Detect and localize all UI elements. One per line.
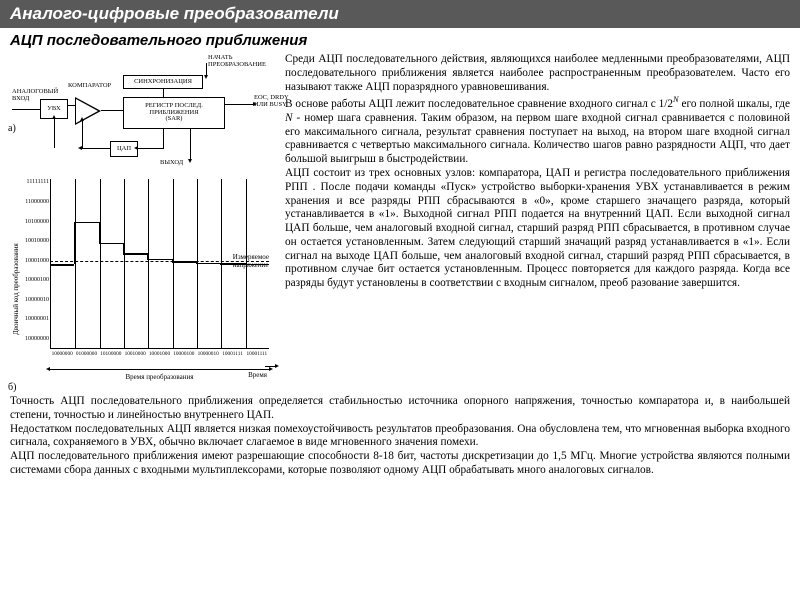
y-tick: 11000000 <box>25 199 49 205</box>
x-tick: 10000010 <box>198 351 219 357</box>
x-tick: 01000000 <box>76 351 97 357</box>
wire <box>190 129 191 159</box>
x-tick: 10001000 <box>149 351 170 357</box>
y-tick: 10000000 <box>25 336 49 342</box>
wire <box>163 129 164 149</box>
page-banner: Аналого-цифровые преобразователи <box>0 0 800 28</box>
x-tick: 10100000 <box>100 351 121 357</box>
x-tick: 10001111 <box>247 351 268 357</box>
paragraph-1: Среди АЦП последовательного действия, яв… <box>285 53 790 94</box>
y-tick: 10010000 <box>25 238 49 244</box>
y-axis-label: Двоичный код преобразования <box>12 215 20 335</box>
x-tick: 10010000 <box>125 351 146 357</box>
y-tick: 10100000 <box>25 219 49 225</box>
sync-box: СИНХРОНИЗАЦИЯ <box>123 75 203 89</box>
figure-column: а) АНАЛОГОВЫЙ ВХОД УВХ КОМПАРАТОР СИНХРО… <box>10 53 275 395</box>
measured-label: Измеряемое напряжение <box>233 253 269 269</box>
sar-box: РЕГИСТР ПОСЛЕД. ПРИБЛИЖЕНИЯ (SAR) <box>123 97 225 129</box>
page-subtitle: АЦП последовательного приближения <box>0 28 800 51</box>
output-label: ВЫХОД <box>160 160 183 167</box>
time-span-arrow <box>50 369 269 370</box>
wire <box>82 121 83 125</box>
time-span-label: Время преобразования <box>50 373 269 381</box>
comparator-label: КОМПАРАТОР <box>68 83 111 90</box>
bottom-text: Точность АЦП последовательного приближен… <box>0 395 800 478</box>
x-tick: 10000100 <box>173 351 194 357</box>
paragraph-b1: Точность АЦП последовательного приближен… <box>10 395 790 423</box>
wire <box>12 109 40 110</box>
y-tick: 10000001 <box>25 316 49 322</box>
y-tick: 10001000 <box>25 258 49 264</box>
paragraph-b3: АЦП последовательного приближения имеют … <box>10 450 790 478</box>
block-diagram-a: а) АНАЛОГОВЫЙ ВХОД УВХ КОМПАРАТОР СИНХРО… <box>10 53 275 169</box>
figure-letter-a: а) <box>8 123 16 134</box>
paragraph-3: АЦП состоит из трех основных узлов: комп… <box>285 167 790 291</box>
y-tick: 10000010 <box>25 297 49 303</box>
y-tick: 10000100 <box>25 277 49 283</box>
comparator-icon <box>75 97 101 125</box>
start-label: НАЧАТЬ ПРЕОБРАЗОВАНИЕ <box>208 55 266 69</box>
paragraph-2: В основе работы АЦП лежит последовательн… <box>285 94 790 167</box>
wire <box>54 119 55 120</box>
wire <box>206 63 207 75</box>
x-axis-arrow <box>265 366 275 367</box>
timing-diagram-b: б) Двоичный код преобразования Измеряемо… <box>10 175 275 395</box>
y-tick: 11111111 <box>27 179 49 185</box>
wire <box>54 119 55 148</box>
text-column: Среди АЦП последовательного действия, яв… <box>285 53 790 395</box>
figure-letter-b: б) <box>8 382 16 393</box>
wire <box>163 89 164 97</box>
wire <box>82 148 110 149</box>
wire <box>225 104 253 105</box>
paragraph-b2: Недостатком последовательных АЦП являетс… <box>10 423 790 451</box>
wire <box>82 125 83 148</box>
wire <box>101 110 123 111</box>
x-tick: 10000000 <box>52 351 73 357</box>
x-tick: 10001111 <box>222 351 243 357</box>
two-column-content: а) АНАЛОГОВЫЙ ВХОД УВХ КОМПАРАТОР СИНХРО… <box>0 51 800 395</box>
wire <box>138 148 163 149</box>
eoc-label: EOC, DRDY ИЛИ BUSY <box>254 95 289 109</box>
